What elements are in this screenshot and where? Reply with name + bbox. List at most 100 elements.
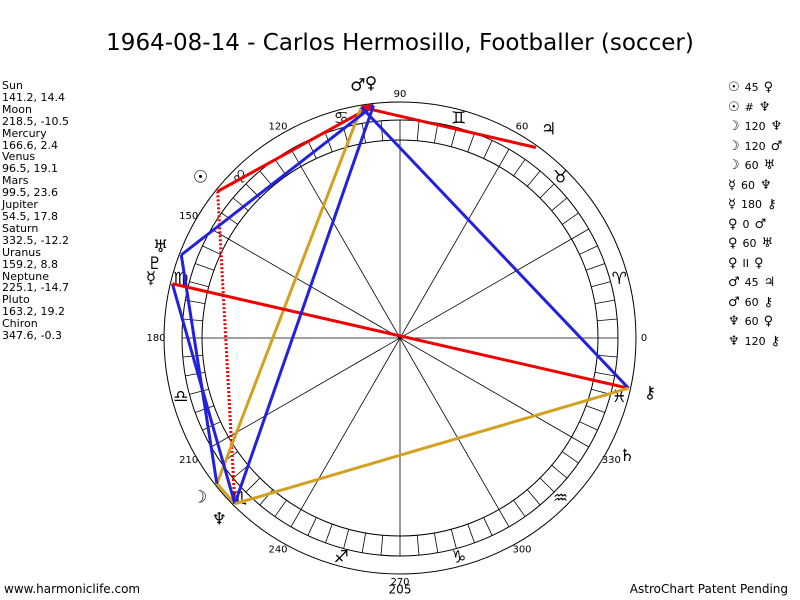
degree-tick (498, 509, 510, 527)
degree-tick (551, 197, 568, 212)
degree-tick (467, 133, 475, 153)
planet-coords: 96.5, 19.1 (2, 162, 58, 176)
degree-label: 120 (268, 122, 287, 133)
aspect-p2: ♀ (763, 314, 774, 329)
aspect-line (216, 104, 375, 193)
degree-tick (343, 529, 350, 549)
aspect-aspect: 60 (744, 159, 759, 172)
planet-coords: 99.5, 23.6 (2, 186, 58, 200)
sign-glyph: ♒ (553, 489, 568, 509)
degree-label: 210 (179, 455, 198, 466)
degree-tick (571, 228, 589, 240)
degree-label: 300 (512, 544, 531, 555)
aspect-aspect: 120 (744, 139, 766, 153)
degree-tick (325, 133, 333, 153)
planet-glyph: ♀ (365, 74, 377, 94)
footer-left: www.harmoniclife.com (4, 582, 141, 596)
degree-tick (526, 170, 541, 187)
degree-label: 90 (394, 89, 407, 100)
degree-tick (579, 421, 598, 431)
degree-tick (380, 535, 384, 556)
title: 1964-08-14 - Carlos Hermosillo, Football… (106, 30, 694, 56)
planet-coords: 218.5, -10.5 (2, 114, 69, 128)
aspect-row: ♀ 60 ♅ (728, 234, 782, 254)
aspect-row: ♀ II ♀ (728, 254, 782, 274)
sign-glyph: ♉ (553, 167, 568, 187)
aspect-p1: ☿ (728, 177, 736, 193)
planet-coords: 163.2, 19.2 (2, 305, 65, 319)
degree-tick (467, 523, 475, 543)
aspect-line (215, 482, 236, 505)
aspect-line (215, 106, 363, 485)
planet-coords: 332.5, -12.2 (2, 233, 69, 247)
degree-tick (361, 532, 367, 553)
sign-glyph: ♊ (451, 109, 466, 129)
planet-glyph: ♄ (619, 446, 634, 466)
aspect-row: ☽ 120 ♂ (728, 137, 782, 157)
aspect-line (361, 105, 537, 149)
planet-coords: 225.1, -14.7 (2, 281, 69, 295)
degree-tick (325, 523, 333, 543)
outer-circle (163, 101, 637, 575)
aspect-line (170, 283, 237, 505)
aspect-aspect: 45 (744, 276, 759, 289)
planet-name: Venus (2, 150, 36, 164)
aspect-p1: ♂ (728, 294, 740, 310)
degree-tick (189, 281, 209, 288)
aspect-p2: ♅ (763, 158, 776, 173)
aspect-p1: ♆ (728, 314, 740, 329)
aspect-list: ☉ 45 ♀ ☉ # ♆ ☽ 120 ♆ ☽ 120 ♂ ☽ 60 ♅ ☿ 60 ♆ ☿ 180 ⚷ ♀ 0 ♂ ♀ 60 ♅ ♀ II… (728, 78, 782, 351)
aspect-aspect: 120 (744, 120, 766, 133)
planet-coords: 54.5, 17.8 (2, 209, 58, 223)
aspect-line (172, 282, 629, 390)
aspect-p2: ♆ (759, 177, 772, 193)
degree-tick (513, 499, 526, 517)
aspect-p1: ☽ (728, 138, 740, 154)
aspect-row: ♀ 0 ♂ (728, 215, 782, 235)
degree-tick (539, 183, 555, 199)
planet-name: Jupiter (2, 198, 38, 212)
sign-glyph: ♑ (451, 547, 466, 567)
planet-coords: 347.6, -0.3 (2, 329, 62, 343)
planet-name: Mars (2, 174, 29, 188)
planet-name: Chiron (2, 317, 38, 331)
degree-tick (513, 159, 526, 177)
degree-tick (232, 197, 249, 212)
degree-label: 180 (146, 333, 165, 344)
degree-tick (189, 388, 209, 395)
aspect-p2: ♀ (763, 80, 774, 95)
planet-list: Sun 141.2, 14.4 Moon 218.5, -10.5 Mercury 166… (2, 80, 69, 342)
degree-tick (274, 499, 287, 517)
planet-glyph: ☿ (146, 269, 156, 289)
sign-glyph: ♎ (173, 387, 188, 407)
degree-tick (232, 464, 249, 479)
aspect-line (216, 191, 237, 504)
degree-tick (579, 245, 598, 255)
aspect-p2: ⚷ (770, 333, 781, 349)
aspect-p2: ♅ (761, 236, 774, 251)
degree-tick (290, 509, 302, 527)
aspect-p1: ☽ (728, 119, 740, 134)
aspect-line (179, 254, 219, 484)
planet-name: Mercury (2, 126, 47, 140)
degree-tick (416, 535, 420, 556)
aspect-row: ♂ 60 ⚷ (728, 293, 782, 313)
aspect-p1: ♀ (728, 216, 738, 232)
aspect-row: ☉ 45 ♀ (728, 78, 782, 98)
sign-glyph: ♈ (612, 269, 627, 289)
aspect-p2: ♆ (770, 119, 783, 134)
aspect-row: ☉ # ♆ (728, 98, 782, 118)
aspect-row: ☿ 60 ♆ (728, 176, 782, 196)
degree-label: 270 (390, 577, 409, 588)
degree-tick (561, 451, 579, 464)
aspect-row: ♆ 60 ♀ (728, 312, 782, 332)
sign-glyph: ♐ (334, 547, 349, 567)
aspect-p2: ⚷ (763, 294, 774, 310)
aspect-aspect: 0 (742, 217, 750, 231)
aspect-p2: ♂ (754, 216, 767, 232)
aspect-p1: ♂ (728, 275, 740, 290)
degree-tick (539, 477, 555, 493)
planet-glyph: ♆ (212, 509, 227, 529)
planet-name: Uranus (2, 245, 41, 259)
aspect-aspect: 45 (744, 81, 759, 94)
